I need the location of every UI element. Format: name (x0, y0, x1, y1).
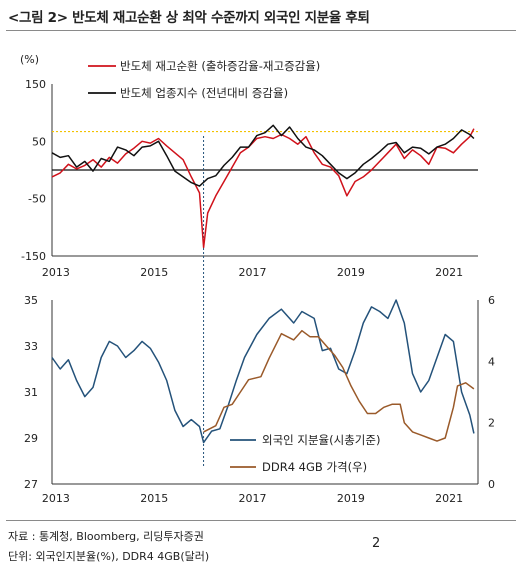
bottom-right-tick-label: 0 (488, 478, 495, 491)
bottom-x-tick-label: 2013 (42, 492, 70, 505)
page-number: 2 (372, 536, 381, 551)
top-x-tick-label: 2017 (239, 266, 267, 279)
inventory-cycle-series-line (51, 128, 475, 249)
top-y-tick-label: -50 (28, 193, 46, 206)
semiconductor-index-series-line (51, 124, 475, 187)
title-divider (6, 30, 516, 31)
top-y-tick-label: -150 (21, 250, 46, 263)
bottom-left-tick-label: 33 (24, 340, 38, 353)
bottom-x-tick-label: 2021 (435, 492, 463, 505)
figure-title: <그림 2> 반도체 재고순환 상 최악 수준까지 외국인 지분율 후퇴 (8, 10, 370, 26)
bottom-right-tick-label: 2 (488, 417, 495, 430)
top-x-tick-label: 2019 (337, 266, 365, 279)
top-x-tick-label: 2013 (42, 266, 70, 279)
bottom-panel: 35 33 31 29 27 6 4 2 0 2013 2015 2017 2019 2021 외국인… (24, 294, 495, 505)
source-note: 자료 : 통계청, Bloomberg, 리딩투자증권 (8, 530, 204, 543)
top-legend-label: 반도체 재고순환 (출하증감율-재고증감율) (120, 59, 320, 73)
bottom-x-tick-label: 2017 (239, 492, 267, 505)
foreign-ownership-series-line (51, 299, 475, 444)
top-y-tick-label: 150 (25, 78, 46, 91)
unit-note: 단위: 외국인지분율(%), DDR4 4GB(달러) (8, 550, 210, 563)
top-unit-label: (%) (20, 53, 39, 66)
bottom-left-tick-label: 35 (24, 294, 38, 307)
top-panel: (%) 150 50 -50 -150 2013 2015 2017 2019 2021 반도… (20, 53, 478, 466)
bottom-legend-label: DDR4 4GB 가격(우) (262, 460, 367, 474)
top-x-tick-label: 2015 (140, 266, 168, 279)
bottom-left-tick-label: 31 (24, 386, 38, 399)
bottom-left-tick-label: 29 (24, 432, 38, 445)
bottom-right-tick-label: 4 (488, 355, 495, 368)
footer-divider (6, 520, 516, 521)
bottom-legend-label: 외국인 지분율(시총기준) (262, 433, 380, 447)
bottom-left-tick-label: 27 (24, 478, 38, 491)
bottom-x-tick-label: 2015 (140, 492, 168, 505)
top-y-tick-label: 50 (32, 135, 46, 148)
bottom-x-tick-label: 2019 (337, 492, 365, 505)
bottom-right-tick-label: 6 (488, 294, 495, 307)
ddr4-price-series-line (203, 329, 475, 442)
top-legend-label: 반도체 업종지수 (전년대비 증감율) (120, 86, 288, 100)
top-x-tick-label: 2021 (435, 266, 463, 279)
